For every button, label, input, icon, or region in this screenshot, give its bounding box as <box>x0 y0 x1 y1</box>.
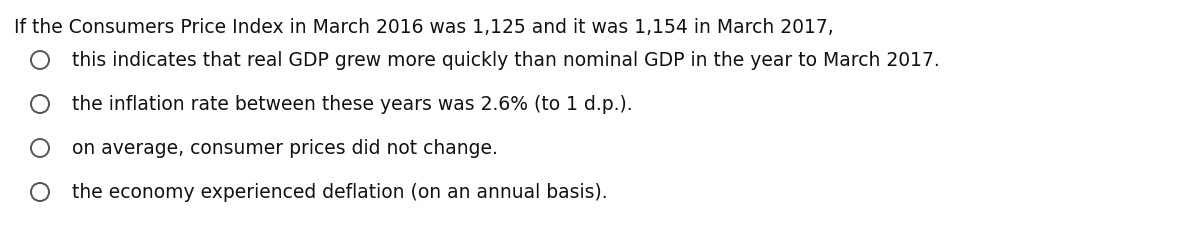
Text: the economy experienced deflation (on an annual basis).: the economy experienced deflation (on an… <box>72 183 607 202</box>
Ellipse shape <box>31 183 49 201</box>
Text: on average, consumer prices did not change.: on average, consumer prices did not chan… <box>72 139 498 158</box>
Ellipse shape <box>31 96 49 114</box>
Text: the inflation rate between these years was 2.6% (to 1 d.p.).: the inflation rate between these years w… <box>72 95 632 114</box>
Ellipse shape <box>31 139 49 158</box>
Ellipse shape <box>31 52 49 70</box>
Text: this indicates that real GDP grew more quickly than nominal GDP in the year to M: this indicates that real GDP grew more q… <box>72 51 940 70</box>
Text: If the Consumers Price Index in March 2016 was 1,125 and it was 1,154 in March 2: If the Consumers Price Index in March 20… <box>14 18 834 37</box>
